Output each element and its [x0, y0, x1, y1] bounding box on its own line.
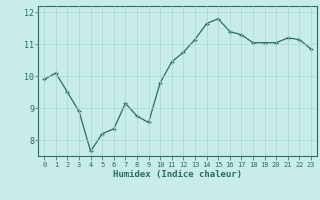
X-axis label: Humidex (Indice chaleur): Humidex (Indice chaleur)	[113, 170, 242, 179]
